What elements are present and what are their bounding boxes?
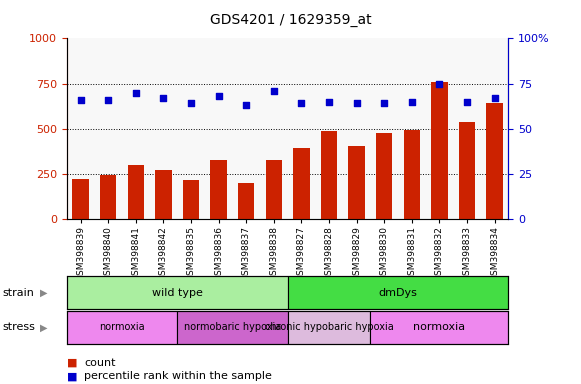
- Bar: [127, 165, 144, 219]
- Point: [324, 98, 333, 104]
- Point: [269, 88, 278, 94]
- Point: [297, 100, 306, 106]
- Text: ■: ■: [67, 358, 77, 368]
- Text: normoxia: normoxia: [413, 322, 465, 333]
- Bar: [348, 146, 365, 219]
- Bar: [288, 276, 508, 309]
- Bar: [67, 276, 288, 309]
- Bar: [288, 311, 371, 344]
- Point: [435, 81, 444, 87]
- Bar: [431, 82, 447, 219]
- Point: [214, 93, 223, 99]
- Text: strain: strain: [3, 288, 35, 298]
- Text: normoxia: normoxia: [99, 322, 145, 333]
- Point: [103, 97, 113, 103]
- Point: [187, 100, 196, 106]
- Text: GDS4201 / 1629359_at: GDS4201 / 1629359_at: [210, 13, 371, 27]
- Point: [242, 102, 251, 108]
- Bar: [67, 311, 177, 344]
- Bar: [210, 160, 227, 219]
- Text: dmDys: dmDys: [379, 288, 417, 298]
- Text: ▶: ▶: [40, 288, 47, 298]
- Bar: [293, 149, 310, 219]
- Point: [407, 98, 417, 104]
- Point: [379, 100, 389, 106]
- Text: ■: ■: [67, 371, 77, 381]
- Bar: [177, 311, 288, 344]
- Bar: [376, 133, 393, 219]
- Text: ▶: ▶: [40, 322, 47, 333]
- Text: stress: stress: [3, 322, 36, 333]
- Point: [352, 100, 361, 106]
- Point: [462, 98, 472, 104]
- Text: percentile rank within the sample: percentile rank within the sample: [84, 371, 272, 381]
- Bar: [155, 170, 172, 219]
- Point: [159, 95, 168, 101]
- Bar: [100, 175, 116, 219]
- Bar: [403, 129, 420, 219]
- Text: chronic hypobaric hypoxia: chronic hypobaric hypoxia: [264, 322, 393, 333]
- Text: normobaric hypoxia: normobaric hypoxia: [184, 322, 281, 333]
- Point: [131, 89, 141, 96]
- Bar: [238, 183, 254, 219]
- Bar: [266, 160, 282, 219]
- Text: wild type: wild type: [152, 288, 203, 298]
- Bar: [371, 311, 508, 344]
- Bar: [321, 131, 337, 219]
- Bar: [486, 103, 503, 219]
- Bar: [459, 122, 475, 219]
- Bar: [72, 179, 89, 219]
- Text: count: count: [84, 358, 116, 368]
- Point: [76, 97, 85, 103]
- Bar: [182, 180, 199, 219]
- Point: [490, 95, 499, 101]
